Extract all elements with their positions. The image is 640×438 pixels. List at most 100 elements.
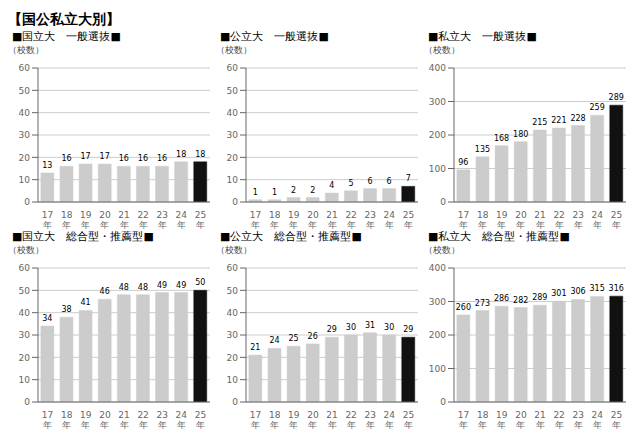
svg-text:21年: 21年 xyxy=(326,410,337,430)
svg-text:18年: 18年 xyxy=(61,410,73,430)
svg-text:20年: 20年 xyxy=(515,410,527,430)
svg-text:289: 289 xyxy=(609,93,624,102)
svg-text:100: 100 xyxy=(429,364,446,374)
svg-text:40: 40 xyxy=(19,308,31,318)
svg-text:19年: 19年 xyxy=(288,410,300,430)
svg-text:60: 60 xyxy=(227,263,239,273)
svg-text:24年: 24年 xyxy=(176,210,188,230)
svg-text:282: 282 xyxy=(513,296,528,305)
svg-text:16: 16 xyxy=(138,154,148,163)
svg-text:20年: 20年 xyxy=(99,410,111,430)
svg-text:48: 48 xyxy=(138,283,148,292)
svg-text:13: 13 xyxy=(42,161,52,170)
svg-text:40: 40 xyxy=(19,108,31,118)
svg-text:18年: 18年 xyxy=(269,410,281,430)
svg-text:19年: 19年 xyxy=(80,410,92,430)
svg-text:50: 50 xyxy=(19,86,31,96)
svg-text:24年: 24年 xyxy=(384,410,396,430)
svg-text:40: 40 xyxy=(227,308,239,318)
svg-text:21年: 21年 xyxy=(118,410,129,430)
svg-text:21年: 21年 xyxy=(326,210,337,230)
svg-text:20年: 20年 xyxy=(99,210,111,230)
svg-text:17: 17 xyxy=(100,152,110,161)
svg-text:17年: 17年 xyxy=(458,410,469,430)
svg-text:260: 260 xyxy=(456,303,471,312)
svg-text:21年: 21年 xyxy=(118,210,129,230)
svg-text:22年: 22年 xyxy=(553,410,564,430)
svg-text:18: 18 xyxy=(176,150,186,159)
svg-text:1: 1 xyxy=(272,188,277,197)
svg-text:0: 0 xyxy=(232,397,238,407)
svg-text:21年: 21年 xyxy=(534,210,545,230)
svg-text:100: 100 xyxy=(429,164,446,174)
svg-text:50: 50 xyxy=(227,86,239,96)
svg-text:22年: 22年 xyxy=(345,410,356,430)
svg-text:6: 6 xyxy=(367,177,372,186)
svg-text:19年: 19年 xyxy=(496,410,508,430)
svg-text:168: 168 xyxy=(494,134,509,143)
svg-text:38: 38 xyxy=(61,305,71,314)
svg-text:18年: 18年 xyxy=(269,210,281,230)
svg-text:20: 20 xyxy=(227,153,239,163)
svg-text:19年: 19年 xyxy=(80,210,92,230)
svg-text:0: 0 xyxy=(232,197,238,207)
svg-text:17年: 17年 xyxy=(42,410,53,430)
svg-text:30: 30 xyxy=(346,323,356,332)
svg-text:19年: 19年 xyxy=(288,210,300,230)
svg-text:24年: 24年 xyxy=(384,210,396,230)
svg-text:221: 221 xyxy=(551,116,566,125)
svg-text:25年: 25年 xyxy=(611,210,622,230)
svg-text:0: 0 xyxy=(24,197,30,207)
svg-text:135: 135 xyxy=(475,145,490,154)
svg-text:16: 16 xyxy=(61,154,71,163)
svg-text:60: 60 xyxy=(19,263,31,273)
svg-text:25年: 25年 xyxy=(611,410,622,430)
svg-text:17年: 17年 xyxy=(458,210,469,230)
svg-text:2: 2 xyxy=(310,186,315,195)
svg-text:400: 400 xyxy=(429,63,446,73)
svg-text:180: 180 xyxy=(513,130,528,139)
svg-text:18: 18 xyxy=(195,150,205,159)
svg-text:25年: 25年 xyxy=(403,210,414,230)
svg-text:26: 26 xyxy=(308,332,318,341)
svg-text:25: 25 xyxy=(288,334,298,343)
svg-text:306: 306 xyxy=(570,287,585,296)
svg-text:25年: 25年 xyxy=(403,410,414,430)
svg-text:24年: 24年 xyxy=(592,410,604,430)
svg-text:400: 400 xyxy=(429,263,446,273)
svg-text:20: 20 xyxy=(19,153,31,163)
svg-text:96: 96 xyxy=(458,158,468,167)
svg-text:23年: 23年 xyxy=(572,210,583,230)
svg-text:29: 29 xyxy=(327,325,337,334)
svg-text:4: 4 xyxy=(329,181,334,190)
svg-text:20: 20 xyxy=(227,353,239,363)
svg-text:0: 0 xyxy=(24,397,30,407)
svg-text:23年: 23年 xyxy=(156,210,167,230)
svg-text:46: 46 xyxy=(100,287,110,296)
svg-text:22年: 22年 xyxy=(137,410,148,430)
svg-text:10: 10 xyxy=(227,175,239,185)
svg-text:30: 30 xyxy=(227,330,239,340)
svg-text:286: 286 xyxy=(494,294,509,303)
svg-text:50: 50 xyxy=(19,286,31,296)
svg-text:259: 259 xyxy=(590,103,605,112)
svg-text:1: 1 xyxy=(253,188,258,197)
svg-text:29: 29 xyxy=(403,325,413,334)
svg-text:17年: 17年 xyxy=(250,210,261,230)
svg-text:48: 48 xyxy=(119,283,129,292)
svg-text:215: 215 xyxy=(532,118,547,127)
svg-text:24年: 24年 xyxy=(592,210,604,230)
svg-text:21年: 21年 xyxy=(534,410,545,430)
svg-text:30: 30 xyxy=(384,323,394,332)
svg-text:60: 60 xyxy=(227,63,239,73)
svg-text:18年: 18年 xyxy=(477,210,489,230)
svg-text:316: 316 xyxy=(609,284,624,293)
svg-text:16: 16 xyxy=(119,154,129,163)
svg-text:300: 300 xyxy=(429,297,446,307)
svg-text:10: 10 xyxy=(19,375,31,385)
svg-text:25年: 25年 xyxy=(195,210,206,230)
svg-text:23年: 23年 xyxy=(364,210,375,230)
svg-text:24: 24 xyxy=(269,336,279,345)
svg-text:200: 200 xyxy=(429,330,446,340)
svg-text:228: 228 xyxy=(570,114,585,123)
